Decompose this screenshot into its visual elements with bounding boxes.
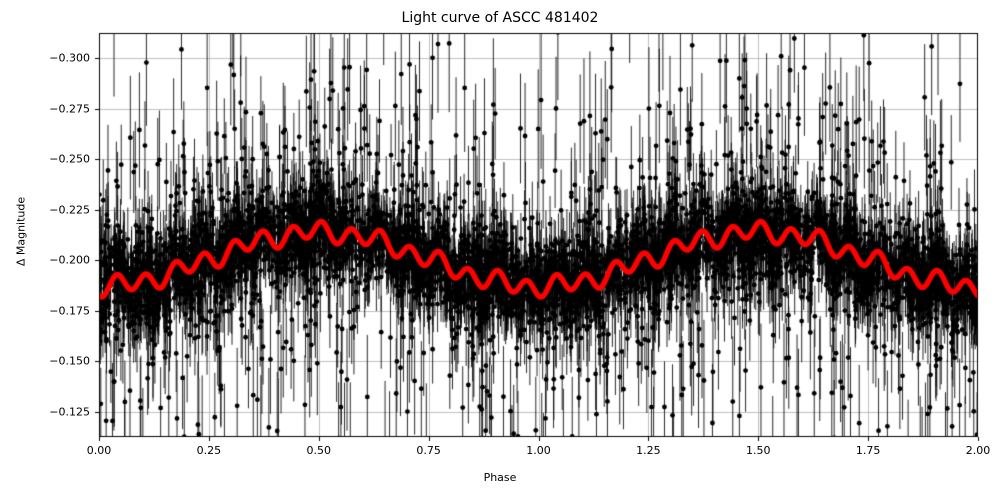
figure-canvas-container: Light curve of ASCC 481402 Phase Δ Magni… [0, 0, 1000, 500]
light-curve-plot [0, 0, 1000, 500]
